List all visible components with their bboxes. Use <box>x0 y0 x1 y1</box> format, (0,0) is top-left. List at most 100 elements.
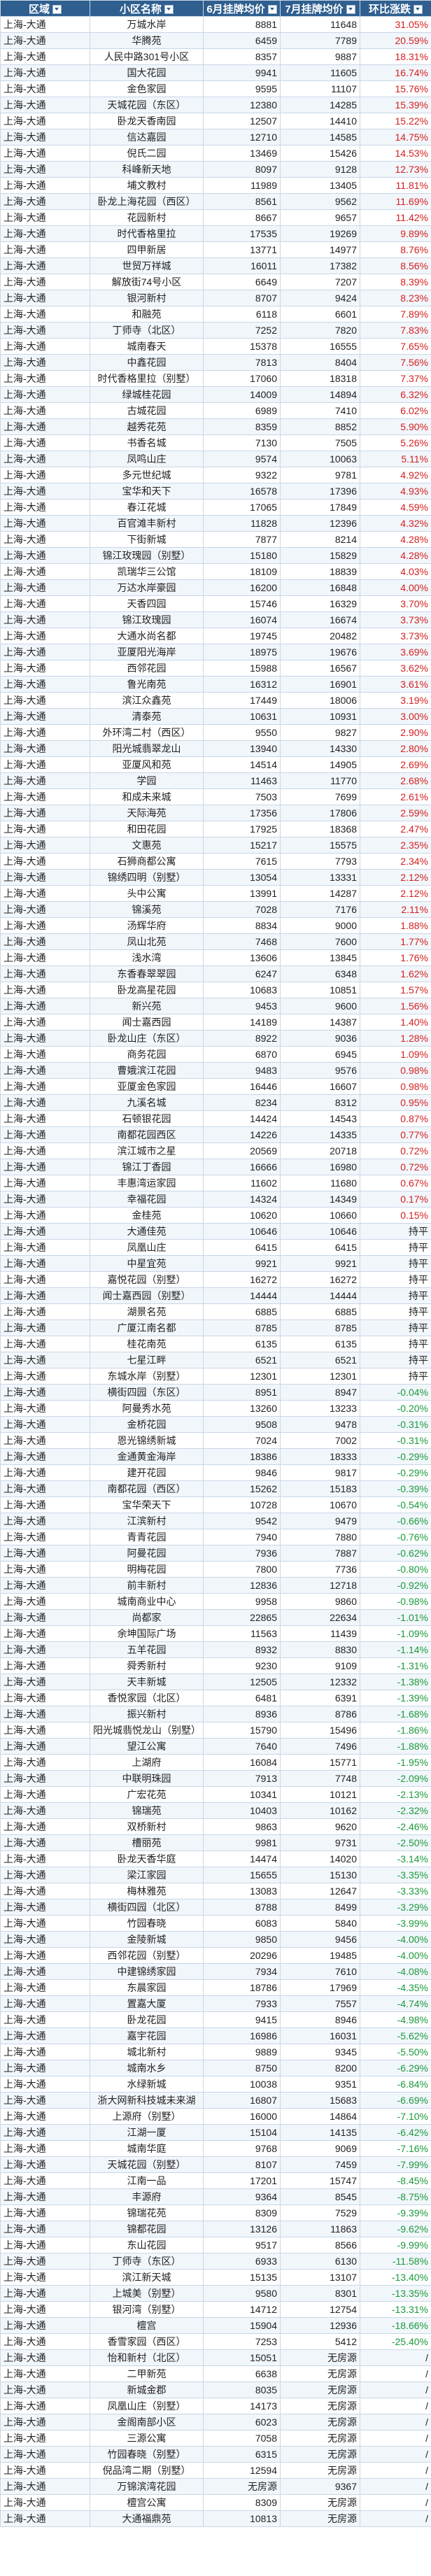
cell-june-price[interactable]: 15655 <box>203 1867 281 1883</box>
cell-july-price[interactable]: 7207 <box>280 274 360 290</box>
cell-district[interactable]: 上海-大通 <box>0 1094 90 1111</box>
cell-july-price[interactable]: 15183 <box>280 1480 360 1497</box>
cell-community[interactable]: 天际海苑 <box>90 805 204 821</box>
cell-district[interactable]: 上海-大通 <box>0 772 90 789</box>
cell-july-price[interactable]: 20482 <box>280 628 360 644</box>
cell-community[interactable]: 恩光锦绣新城 <box>90 1432 204 1449</box>
cell-june-price[interactable]: 10646 <box>203 1223 281 1240</box>
cell-district[interactable]: 上海-大通 <box>0 2156 90 2173</box>
cell-community[interactable]: 宝华荣天下 <box>90 1496 204 1513</box>
cell-change[interactable]: 4.00% <box>360 579 431 596</box>
cell-july-price[interactable]: 9860 <box>280 1593 360 1610</box>
cell-community[interactable]: 银河新村 <box>90 290 204 306</box>
cell-district[interactable]: 上海-大通 <box>0 1690 90 1706</box>
cell-july-price[interactable]: 9562 <box>280 193 360 210</box>
cell-district[interactable]: 上海-大通 <box>0 1834 90 1851</box>
cell-june-price[interactable]: 16200 <box>203 579 281 596</box>
cell-district[interactable]: 上海-大通 <box>0 805 90 821</box>
cell-july-price[interactable]: 22634 <box>280 1609 360 1626</box>
cell-july-price[interactable]: 9731 <box>280 1834 360 1851</box>
cell-june-price[interactable]: 7936 <box>203 1545 281 1562</box>
cell-change[interactable]: 16.74% <box>360 64 431 81</box>
cell-community[interactable]: 天丰新城 <box>90 1673 204 1690</box>
cell-community[interactable]: 嘉宇花园 <box>90 2027 204 2044</box>
cell-community[interactable]: 金桥花园 <box>90 1416 204 1433</box>
cell-june-price[interactable]: 13606 <box>203 949 281 966</box>
cell-july-price[interactable]: 8214 <box>280 531 360 548</box>
cell-change[interactable]: -0.31% <box>360 1416 431 1433</box>
cell-change[interactable]: 持平 <box>360 1223 431 1240</box>
cell-district[interactable]: 上海-大通 <box>0 2398 90 2414</box>
cell-change[interactable]: -0.76% <box>360 1529 431 1545</box>
cell-july-price[interactable]: 14444 <box>280 1287 360 1304</box>
cell-community[interactable]: 九溪名城 <box>90 1094 204 1111</box>
cell-district[interactable]: 上海-大通 <box>0 2317 90 2334</box>
cell-change[interactable]: -0.29% <box>360 1464 431 1481</box>
cell-change[interactable]: 7.83% <box>360 322 431 339</box>
cell-june-price[interactable]: 9863 <box>203 1818 281 1835</box>
cell-district[interactable]: 上海-大通 <box>0 2333 90 2350</box>
cell-community[interactable]: 凤鸣山庄 <box>90 451 204 467</box>
cell-july-price[interactable]: 8785 <box>280 1319 360 1336</box>
cell-june-price[interactable]: 15051 <box>203 2349 281 2366</box>
cell-community[interactable]: 东晨家园 <box>90 1979 204 1996</box>
cell-change[interactable]: 11.42% <box>360 209 431 226</box>
cell-july-price[interactable]: 14387 <box>280 1014 360 1031</box>
cell-july-price[interactable]: 8499 <box>280 1899 360 1916</box>
cell-july-price[interactable]: 6945 <box>280 1046 360 1063</box>
cell-july-price[interactable]: 10646 <box>280 1223 360 1240</box>
cell-june-price[interactable]: 6481 <box>203 1690 281 1706</box>
header-community[interactable]: 小区名称 <box>90 0 204 17</box>
cell-change[interactable]: -25.40% <box>360 2333 431 2350</box>
cell-district[interactable]: 上海-大通 <box>0 1432 90 1449</box>
cell-community[interactable]: 槽丽苑 <box>90 1834 204 1851</box>
cell-change[interactable]: -4.74% <box>360 1995 431 2012</box>
cell-district[interactable]: 上海-大通 <box>0 1207 90 1224</box>
cell-community[interactable]: 双桥新村 <box>90 1818 204 1835</box>
cell-june-price[interactable]: 11602 <box>203 1175 281 1191</box>
cell-july-price[interactable]: 7789 <box>280 32 360 49</box>
cell-change[interactable]: 2.12% <box>360 885 431 902</box>
cell-change[interactable]: -2.09% <box>360 1770 431 1787</box>
cell-change[interactable]: -1.38% <box>360 1673 431 1690</box>
cell-community[interactable]: 江滨新村 <box>90 1513 204 1529</box>
cell-july-price[interactable]: 18333 <box>280 1448 360 1465</box>
cell-july-price[interactable]: 无房源 <box>280 2446 360 2463</box>
cell-june-price[interactable]: 14474 <box>203 1850 281 1867</box>
cell-change[interactable]: 0.67% <box>360 1175 431 1191</box>
cell-district[interactable]: 上海-大通 <box>0 1175 90 1191</box>
cell-june-price[interactable]: 7058 <box>203 2430 281 2447</box>
cell-change[interactable]: / <box>360 2462 431 2479</box>
cell-june-price[interactable]: 15135 <box>203 2269 281 2286</box>
cell-june-price[interactable]: 6885 <box>203 1303 281 1320</box>
cell-change[interactable]: -1.88% <box>360 1738 431 1755</box>
cell-june-price[interactable]: 7130 <box>203 434 281 451</box>
cell-community[interactable]: 清泰苑 <box>90 708 204 725</box>
cell-district[interactable]: 上海-大通 <box>0 177 90 194</box>
cell-july-price[interactable]: 16980 <box>280 1159 360 1175</box>
cell-district[interactable]: 上海-大通 <box>0 740 90 757</box>
cell-district[interactable]: 上海-大通 <box>0 1657 90 1674</box>
cell-june-price[interactable]: 19745 <box>203 628 281 644</box>
cell-july-price[interactable]: 13405 <box>280 177 360 194</box>
cell-july-price[interactable]: 11439 <box>280 1625 360 1642</box>
cell-district[interactable]: 上海-大通 <box>0 869 90 886</box>
cell-june-price[interactable]: 9595 <box>203 80 281 97</box>
cell-community[interactable]: 幸福花园 <box>90 1191 204 1208</box>
cell-change[interactable]: -0.29% <box>360 1448 431 1465</box>
cell-change[interactable]: -9.62% <box>360 2221 431 2237</box>
cell-change[interactable]: -7.10% <box>360 2108 431 2125</box>
cell-june-price[interactable]: 17065 <box>203 499 281 516</box>
cell-community[interactable]: 嘉悦花园（别墅） <box>90 1271 204 1288</box>
cell-june-price[interactable]: 7503 <box>203 788 281 805</box>
cell-change[interactable]: 4.03% <box>360 563 431 580</box>
cell-july-price[interactable]: 14287 <box>280 885 360 902</box>
cell-june-price[interactable]: 8107 <box>203 2156 281 2173</box>
cell-change[interactable]: 持平 <box>360 1239 431 1256</box>
cell-community[interactable]: 建开花园 <box>90 1464 204 1481</box>
cell-change[interactable]: / <box>360 2414 431 2430</box>
cell-district[interactable]: 上海-大通 <box>0 917 90 934</box>
cell-community[interactable]: 凤凰山庄（别墅） <box>90 2398 204 2414</box>
cell-district[interactable]: 上海-大通 <box>0 1979 90 1996</box>
cell-june-price[interactable]: 9508 <box>203 1416 281 1433</box>
